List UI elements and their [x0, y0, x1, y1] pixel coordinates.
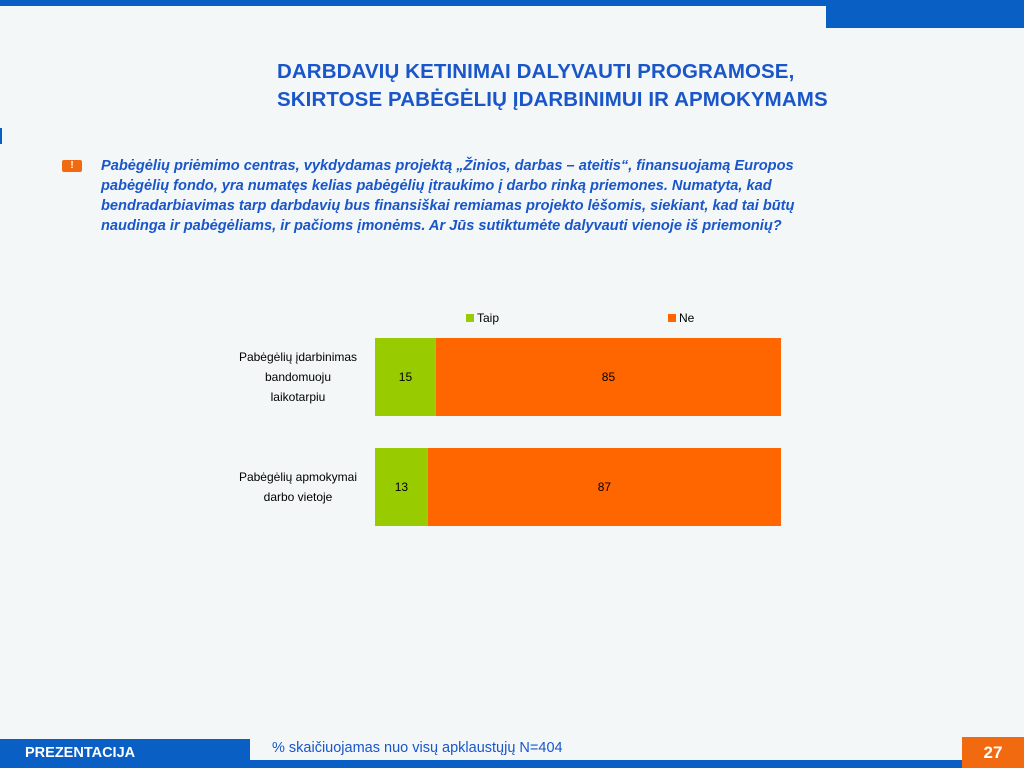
question-line-1: Pabėgėlių priėmimo centras, vykdydamas p… [101, 158, 794, 174]
bar-0-0 [375, 338, 436, 416]
data-label-0-1: 85 [602, 370, 616, 384]
page-number: 27 [962, 737, 1024, 768]
data-label-0-0: 15 [399, 370, 413, 384]
slide-title-line-2: SKIRTOSE PABĖGĖLIŲ ĮDARBINIMUI IR APMOKY… [277, 88, 828, 111]
footer-label-bar: PREZENTACIJA [0, 739, 250, 768]
legend-label-1: Ne [679, 311, 695, 325]
data-label-1-0: 13 [395, 480, 409, 494]
legend-swatch-0 [466, 314, 474, 322]
category-label-1: Pabėgėlių apmokymai darbo vietoje [239, 470, 357, 504]
exclamation-icon: ! [62, 160, 82, 172]
legend-swatch-1 [668, 314, 676, 322]
category-label-0-line-2: laikotarpiu [271, 390, 326, 404]
footer-label: PREZENTACIJA [25, 745, 136, 761]
category-label-0: Pabėgėlių įdarbinimas bandomuoju laikotarp… [239, 350, 357, 404]
category-label-1-line-1: darbo vietoje [264, 490, 333, 504]
slide-title-line-1: DARBDAVIŲ KETINIMAI DALYVAUTI PROGRAMOSE… [277, 60, 795, 83]
top-right-accent-block [826, 6, 1024, 28]
legend-label-0: Taip [477, 311, 499, 325]
footer-bottom-line [250, 760, 962, 768]
bar-1-1 [427, 448, 781, 526]
bar-1-0 [375, 448, 428, 526]
left-edge-marker [0, 128, 2, 144]
sample-footnote: % skaičiuojamas nuo visų apklaustųjų N=4… [272, 740, 563, 756]
question-line-3: bendradarbiavimas tarp darbdavių bus fin… [101, 198, 795, 214]
survey-question: Pabėgėlių priėmimo centras, vykdydamas p… [101, 156, 931, 236]
bar-0-1 [435, 338, 781, 416]
top-accent-bar [0, 0, 1024, 6]
stacked-bar-chart: Taip Ne 15 85 Pabėgėlių įdarbinimas bandomuoj… [239, 311, 781, 526]
category-label-0-line-0: Pabėgėlių įdarbinimas [239, 350, 357, 364]
question-line-4: naudinga ir pabėgėliams, ir pačioms įmon… [101, 218, 782, 234]
category-label-0-line-1: bandomuoju [265, 370, 331, 384]
slide-title: DARBDAVIŲ KETINIMAI DALYVAUTI PROGRAMOSE… [277, 58, 997, 114]
data-label-1-1: 87 [598, 480, 612, 494]
question-line-2: pabėgėlių fondo, yra numatęs kelias pabė… [101, 178, 772, 194]
category-label-1-line-0: Pabėgėlių apmokymai [239, 470, 357, 484]
